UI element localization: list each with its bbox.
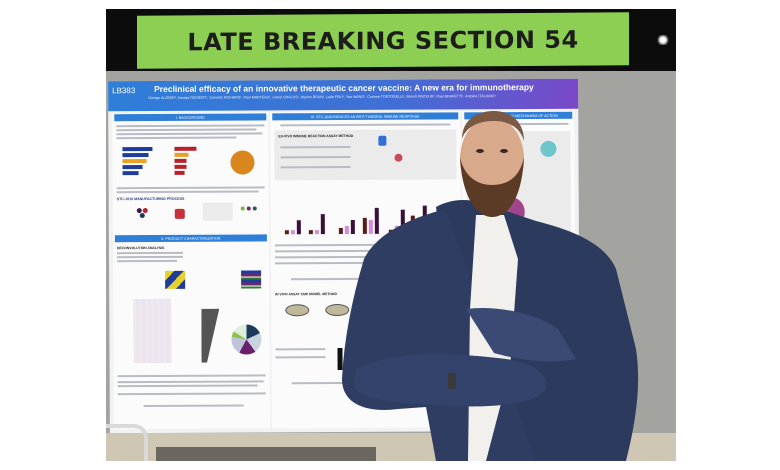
hair bbox=[462, 111, 524, 141]
forearm bbox=[466, 307, 576, 362]
light-glare bbox=[656, 35, 670, 45]
face bbox=[460, 117, 524, 201]
chair bbox=[106, 424, 148, 461]
person bbox=[342, 111, 639, 461]
left-eye bbox=[476, 149, 484, 153]
beard bbox=[460, 157, 524, 217]
watch-icon bbox=[448, 373, 456, 389]
photo: LATE BREAKING SECTION 54 LB383 Preclinic… bbox=[106, 9, 676, 461]
right-eye bbox=[500, 149, 508, 153]
